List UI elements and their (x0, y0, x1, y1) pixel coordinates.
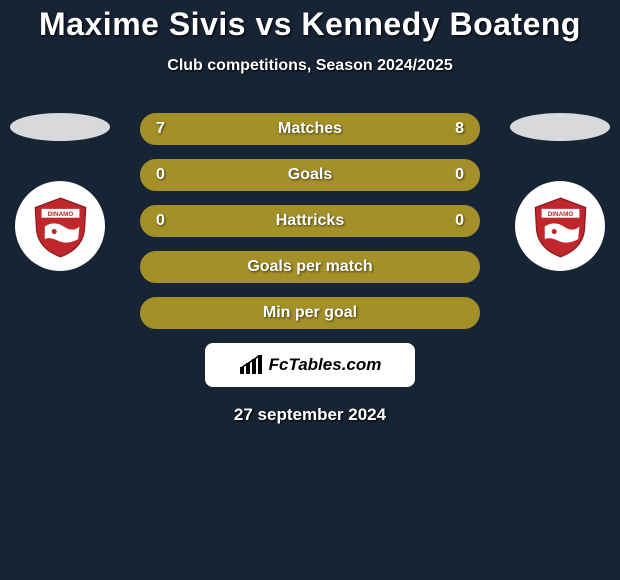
stat-fill-left (142, 161, 310, 189)
branding-text: FcTables.com (269, 355, 382, 375)
stat-value-left: 0 (156, 166, 165, 184)
stat-value-right: 0 (455, 166, 464, 184)
stat-fill-left (142, 115, 299, 143)
branding-box: FcTables.com (205, 343, 415, 387)
stat-row: Goals per match (140, 251, 480, 283)
stat-value-right: 0 (455, 212, 464, 230)
date-text: 27 september 2024 (0, 405, 620, 425)
stat-label: Min per goal (263, 304, 357, 322)
player-left-column: DINAMO (10, 113, 110, 271)
svg-text:DINAMO: DINAMO (47, 210, 73, 217)
page-title: Maxime Sivis vs Kennedy Boateng (0, 0, 620, 43)
stat-label: Goals (288, 166, 332, 184)
stat-row: Min per goal (140, 297, 480, 329)
subtitle: Club competitions, Season 2024/2025 (0, 57, 620, 75)
stat-label: Hattricks (276, 212, 344, 230)
stat-row: Goals 0 0 (140, 159, 480, 191)
stat-label: Matches (278, 120, 342, 138)
player-right-column: DINAMO (510, 113, 610, 271)
comparison-content: DINAMO DINAMO Matches 7 8 Goals 0 0 Hattricks 0… (0, 113, 620, 425)
player-right-ellipse (510, 113, 610, 141)
svg-text:DINAMO: DINAMO (547, 210, 573, 217)
stat-value-right: 8 (455, 120, 464, 138)
dinamo-crest-icon: DINAMO (529, 195, 592, 258)
stat-value-left: 7 (156, 120, 165, 138)
stat-fill-right (310, 161, 478, 189)
stat-row: Hattricks 0 0 (140, 205, 480, 237)
player-right-club-badge: DINAMO (515, 181, 605, 271)
stat-row: Matches 7 8 (140, 113, 480, 145)
bar-chart-icon (239, 355, 265, 375)
player-left-club-badge: DINAMO (15, 181, 105, 271)
player-left-ellipse (10, 113, 110, 141)
stat-label: Goals per match (247, 258, 372, 276)
stats-container: Matches 7 8 Goals 0 0 Hattricks 0 0 Goals per mat… (140, 113, 480, 329)
dinamo-crest-icon: DINAMO (29, 195, 92, 258)
stat-value-left: 0 (156, 212, 165, 230)
